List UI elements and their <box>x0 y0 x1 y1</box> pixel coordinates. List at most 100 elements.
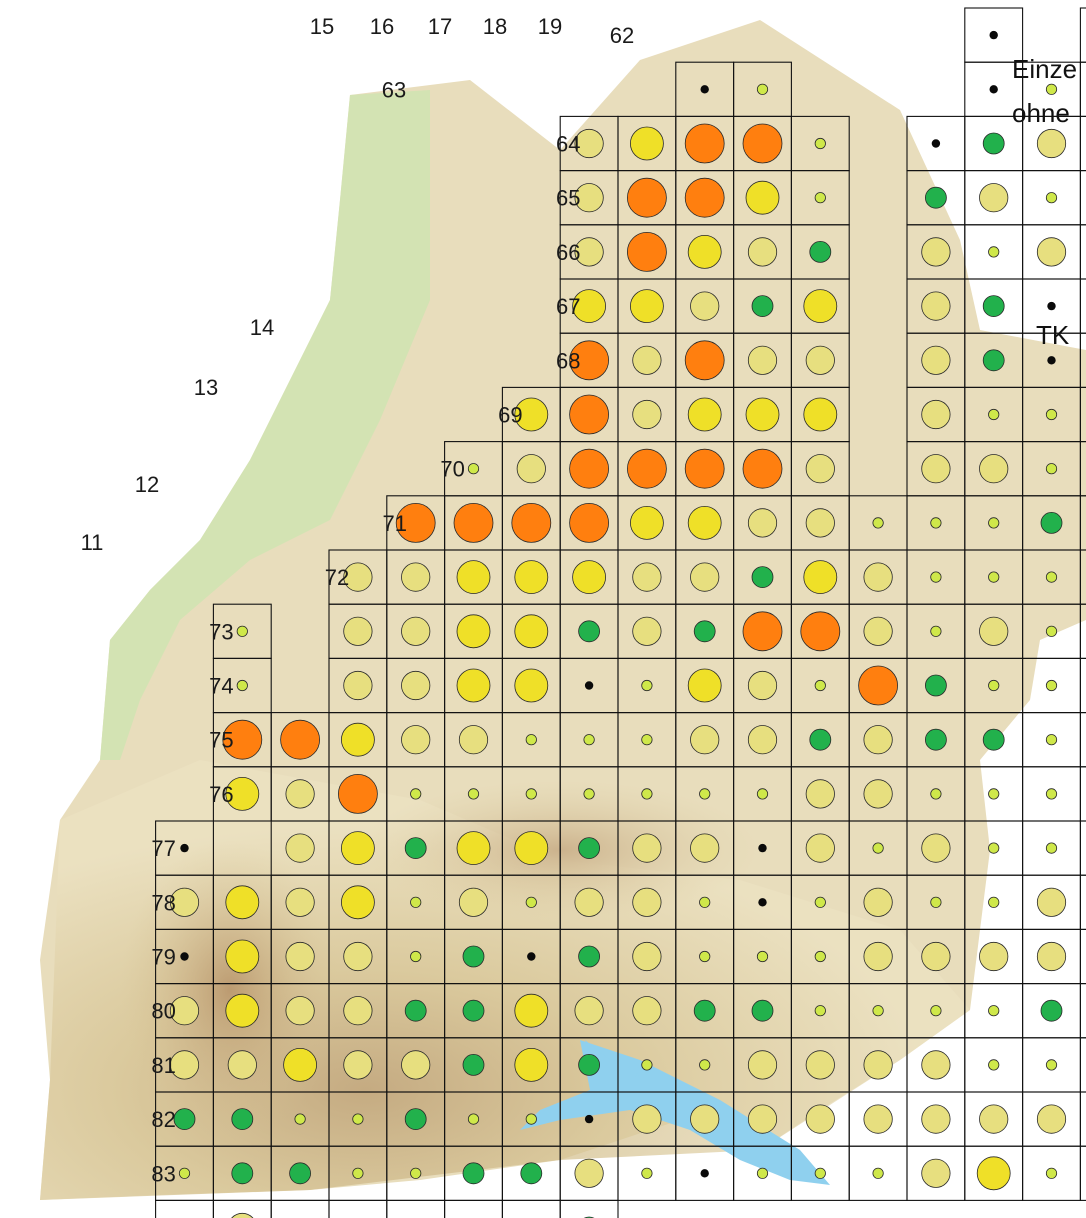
occurrence-dot <box>690 562 720 592</box>
occurrence-dot <box>578 945 600 968</box>
occurrence-dot <box>745 180 780 215</box>
occurrence-dot <box>690 1104 720 1134</box>
occurrence-dot <box>988 408 1000 421</box>
occurrence-dot <box>340 722 375 757</box>
occurrence-dot <box>178 1167 191 1179</box>
row-label: 81 <box>151 1053 175 1078</box>
occurrence-dot <box>742 123 783 164</box>
occurrence-dot <box>745 397 780 432</box>
occurrence-dot <box>578 620 600 643</box>
occurrence-dot <box>747 1104 778 1134</box>
occurrence-dot <box>805 508 835 538</box>
occurrence-dot <box>343 1050 373 1080</box>
row-label: 83 <box>151 1161 175 1186</box>
occurrence-dot <box>343 996 373 1026</box>
occurrence-dot <box>988 1059 1000 1071</box>
occurrence-dot <box>921 399 951 430</box>
occurrence-dot <box>805 345 835 375</box>
occurrence-dot <box>525 896 537 908</box>
occurrence-dot <box>979 616 1009 646</box>
grid-cell <box>155 1199 214 1218</box>
occurrence-dot <box>231 1212 254 1218</box>
occurrence-dot <box>921 345 951 375</box>
occurrence-dot <box>982 295 1005 318</box>
occurrence-dot <box>467 1113 480 1125</box>
occurrence-dot <box>863 562 893 592</box>
occurrence-dot <box>756 1167 769 1179</box>
occurrence-dot <box>632 1104 662 1134</box>
occurrence-dot <box>747 345 778 375</box>
occurrence-dot <box>632 399 662 430</box>
occurrence-dot <box>401 1050 431 1080</box>
occurrence-dot <box>872 517 884 529</box>
grid-cell <box>1079 983 1086 1039</box>
occurrence-dot <box>687 397 722 432</box>
row-label: 70 <box>440 457 464 482</box>
occurrence-dot <box>574 128 604 159</box>
row-label: 69 <box>498 403 522 428</box>
occurrence-dot <box>225 993 260 1028</box>
column-label: 13 <box>194 375 218 400</box>
occurrence-dot <box>569 340 609 381</box>
occurrence-dot <box>921 454 951 484</box>
occurrence-dot <box>410 950 422 963</box>
occurrence-dot <box>1045 463 1058 475</box>
occurrence-dot <box>979 183 1009 213</box>
occurrence-dot <box>641 1059 653 1071</box>
occurrence-dot <box>352 1113 364 1125</box>
grid-cell <box>1079 603 1086 659</box>
occurrence-dot <box>340 885 375 920</box>
occurrence-dot <box>747 508 778 538</box>
occurrence-dot <box>294 1113 306 1125</box>
occurrence-dot <box>583 788 595 800</box>
legend-line-2: ohne <box>1012 98 1070 128</box>
occurrence-dot <box>751 566 774 588</box>
occurrence-dot <box>1045 83 1058 95</box>
occurrence-dot <box>410 1167 422 1179</box>
occurrence-dot <box>1036 1104 1067 1134</box>
occurrence-dot <box>1047 356 1056 365</box>
occurrence-dot <box>456 614 491 649</box>
occurrence-dot <box>1045 679 1058 692</box>
occurrence-dot <box>921 1158 951 1188</box>
occurrence-dot <box>988 246 1000 258</box>
column-label: 16 <box>370 14 394 39</box>
grid-cell <box>212 1199 272 1218</box>
occurrence-dot <box>462 1162 485 1185</box>
occurrence-dot <box>343 670 373 701</box>
occurrence-dot <box>169 1050 200 1080</box>
occurrence-dot <box>979 454 1009 484</box>
occurrence-dot <box>921 291 951 321</box>
occurrence-dot <box>225 777 260 811</box>
legend-line-1: Einze <box>1012 54 1078 84</box>
occurrence-dot <box>1036 237 1067 267</box>
occurrence-dot <box>988 788 1000 800</box>
occurrence-dot <box>627 177 667 218</box>
occurrence-dot <box>747 1050 778 1080</box>
grid-cell <box>559 1199 619 1218</box>
occurrence-dot <box>627 448 667 489</box>
occurrence-dot <box>699 788 711 800</box>
occurrence-dot <box>404 999 427 1022</box>
grid-cell <box>328 1199 388 1218</box>
grid-cell <box>1079 61 1086 117</box>
occurrence-dot <box>525 788 537 800</box>
row-label: 84 <box>151 1216 175 1218</box>
grid-cell <box>270 1199 330 1218</box>
row-label: 79 <box>151 945 175 970</box>
grid-cell <box>1079 386 1086 443</box>
occurrence-dot <box>982 349 1005 372</box>
row-label: 65 <box>556 186 580 211</box>
occurrence-dot <box>930 896 942 908</box>
row-label: 64 <box>556 132 580 157</box>
rhine-lowland <box>100 90 430 760</box>
row-label: 74 <box>209 674 233 699</box>
occurrence-dot <box>1045 842 1058 854</box>
row-label: 76 <box>209 782 233 807</box>
occurrence-dot <box>401 670 431 701</box>
row-label: 72 <box>325 565 349 590</box>
occurrence-dot <box>630 126 664 161</box>
occurrence-dot <box>758 843 767 853</box>
occurrence-dot <box>180 952 189 961</box>
